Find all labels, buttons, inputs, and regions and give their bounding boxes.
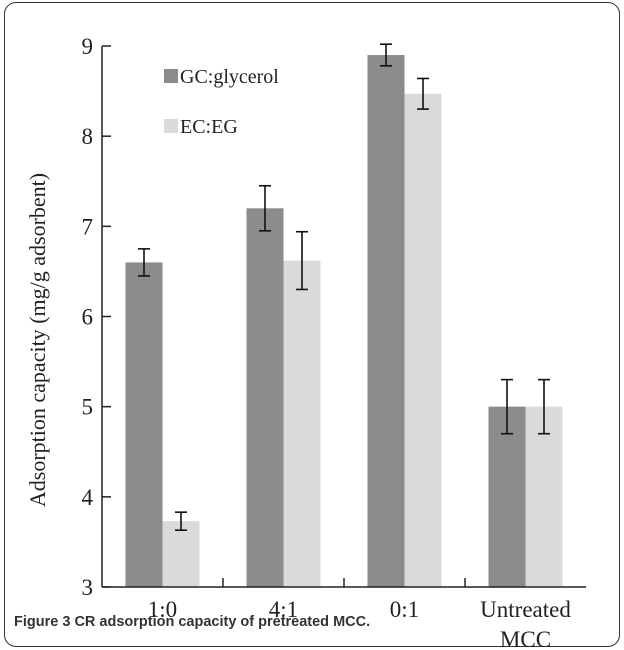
- x-tick-label: Untreated: [480, 597, 571, 622]
- x-tick-label: 0:1: [390, 597, 419, 622]
- error-bar: [296, 230, 308, 291]
- legend-label: EC:EG: [180, 116, 238, 138]
- y-tick-label: 6: [82, 305, 94, 330]
- y-tick-label: 9: [82, 34, 94, 59]
- y-tick-label: 7: [82, 214, 94, 239]
- legend-label: GC:glycerol: [180, 66, 279, 88]
- bar-ec-eg: [162, 521, 200, 587]
- bar-ec-eg: [283, 260, 321, 587]
- x-tick-label: 4:1: [269, 597, 298, 622]
- bar-gc-glycerol: [367, 55, 405, 588]
- error-bar: [175, 511, 187, 531]
- error-bar: [259, 184, 271, 232]
- y-tick-label: 5: [82, 395, 94, 420]
- legend-swatch: [164, 119, 178, 133]
- error-bar: [538, 378, 550, 435]
- caption-text: CR adsorption capacity of pretreated MCC…: [74, 614, 371, 630]
- y-tick-label: 8: [82, 124, 94, 149]
- bar-ec-eg: [525, 406, 563, 587]
- figure-caption: Figure 3 CR adsorption capacity of pretr…: [14, 614, 370, 630]
- bar-ec-eg: [404, 93, 442, 587]
- x-tick-label: MCC: [500, 627, 551, 650]
- x-tick-label: 1:0: [148, 597, 177, 622]
- figure-label: Figure 3: [14, 614, 71, 630]
- error-bar: [380, 43, 392, 67]
- error-bar: [501, 378, 513, 435]
- y-axis-label: Adsorption capacity (mg/g adsorbent): [25, 173, 50, 507]
- error-bar: [138, 248, 150, 277]
- y-tick-label: 4: [82, 485, 94, 510]
- error-bar: [417, 77, 429, 110]
- bar-gc-glycerol: [488, 406, 526, 587]
- bar-gc-glycerol: [125, 262, 163, 587]
- legend-swatch: [164, 69, 178, 83]
- bar-gc-glycerol: [246, 208, 284, 588]
- y-tick-label: 3: [82, 575, 94, 600]
